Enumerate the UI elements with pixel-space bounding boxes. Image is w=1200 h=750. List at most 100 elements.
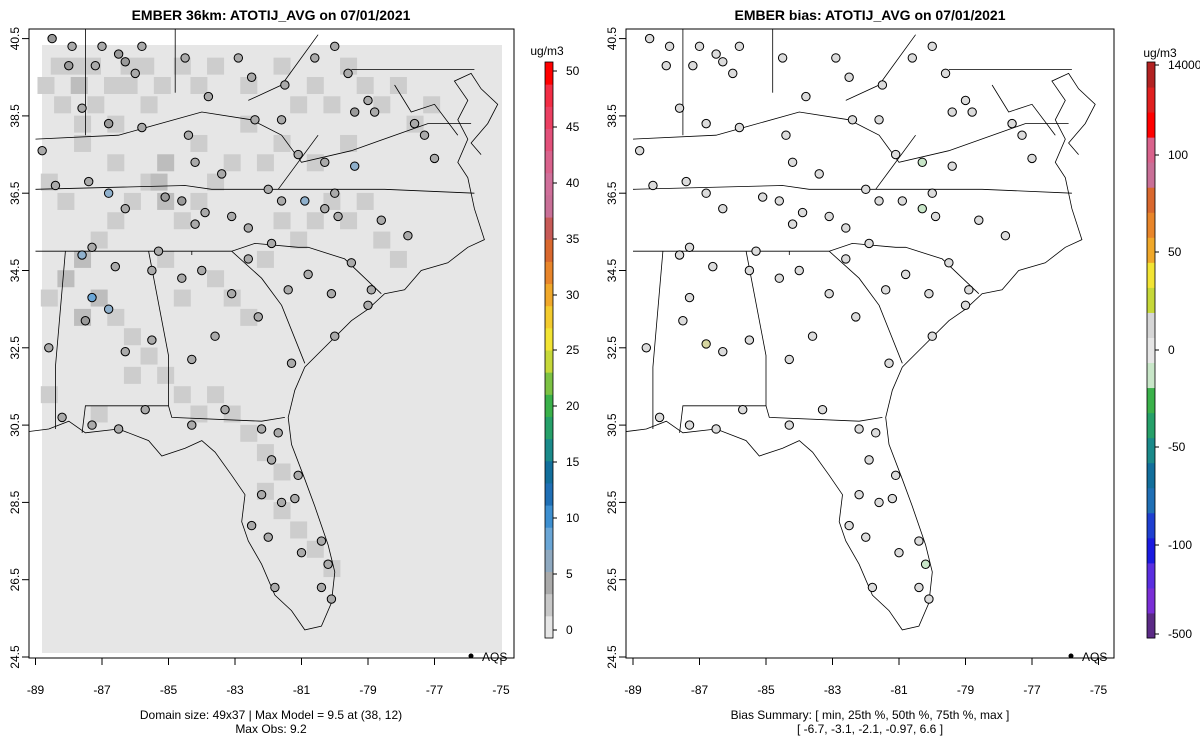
lon-tick-label: -87 (691, 683, 709, 697)
grid-cell (74, 134, 92, 152)
colorbar-label: 14000 (1168, 58, 1200, 72)
obs-site (350, 161, 360, 171)
grid-cell (273, 502, 291, 520)
colorbar-segment (545, 327, 553, 351)
bias-site (897, 196, 908, 206)
bias-site (844, 520, 854, 531)
colorbar-segment (1147, 437, 1155, 464)
grid-cell (107, 154, 125, 172)
obs-site (293, 149, 303, 160)
colorbar-segment (1147, 87, 1155, 113)
grid-cell (290, 231, 308, 249)
bias-site (757, 192, 768, 202)
state-boundaries (29, 29, 499, 631)
grid-cell (67, 57, 85, 75)
grid-cell (223, 154, 241, 172)
obs-site (197, 265, 207, 276)
obs-site (363, 95, 373, 106)
obs-site (113, 49, 124, 59)
obs-site (343, 68, 353, 79)
bias-site (794, 265, 804, 276)
obs-site (310, 53, 320, 63)
lon-tick-label: -79 (957, 683, 975, 697)
obs-site (409, 118, 420, 129)
lat-axis: 40.5 38.5 36.5 34.5 32.5 30.5 28.5 26.5 24.5 (605, 27, 626, 669)
obs-sites (37, 33, 440, 604)
colorbar-segment (545, 62, 553, 85)
bias-site (900, 269, 911, 280)
obs-site (326, 594, 337, 604)
obs-site (140, 404, 150, 415)
colorbar-segment (545, 372, 553, 395)
colorbar-segment (1147, 612, 1155, 639)
obs-site (177, 196, 187, 206)
grid-cell (173, 289, 191, 307)
obs-site (276, 196, 287, 206)
bias-site (967, 107, 977, 117)
colorbar-segment (1147, 462, 1155, 489)
obs-site (147, 265, 157, 276)
obs-site (110, 261, 121, 272)
obs-site (226, 288, 237, 299)
colorbar-segment (545, 460, 553, 484)
obs-site (316, 582, 327, 593)
bias-site (847, 115, 858, 125)
grid-cell (190, 134, 208, 152)
lat-tick-label: 38.5 (8, 104, 22, 128)
grid-cell (240, 308, 258, 326)
colorbar-label: 45 (566, 120, 580, 134)
bias-site (634, 145, 645, 156)
lon-tick-label: -79 (359, 683, 377, 697)
obs-site (90, 60, 101, 71)
bias-site (824, 288, 834, 299)
bias-site (927, 331, 937, 341)
bias-site (744, 335, 755, 345)
bias-site (701, 118, 711, 129)
obs-site (266, 238, 277, 249)
grid-cell (389, 76, 407, 94)
obs-site (250, 115, 260, 125)
bias-site (940, 68, 951, 79)
state-border (652, 251, 664, 429)
obs-site (290, 493, 300, 504)
lon-tick-label: -75 (492, 683, 510, 697)
grid-cell (323, 96, 341, 114)
lon-axis: -89 -87 -85 -83 -81 -79 -77 -75 (27, 658, 510, 697)
bias-site (674, 103, 685, 113)
lon-tick-label: -87 (93, 683, 111, 697)
lat-tick-label: 40.5 (8, 27, 22, 51)
grid-cell (423, 96, 441, 114)
obs-site (147, 335, 157, 345)
obs-site (113, 424, 124, 434)
colorbar-segment (545, 350, 553, 373)
obs-site (320, 203, 330, 214)
bias-site (688, 60, 698, 71)
obs-site (67, 41, 77, 52)
lat-tick-label: 26.5 (8, 568, 22, 592)
obs-site (246, 72, 257, 82)
grid-cell (190, 405, 208, 423)
state-border (875, 134, 916, 190)
obs-site (77, 103, 87, 113)
bias-site (781, 130, 791, 140)
colorbar-segment (1147, 337, 1155, 364)
colorbar-label: 25 (566, 343, 580, 357)
lon-tick-label: -77 (426, 683, 444, 697)
bias-site (881, 285, 891, 295)
grid-cell (123, 366, 141, 384)
grid-cell (40, 289, 58, 307)
bias-site (890, 149, 901, 160)
state-border (55, 251, 66, 429)
bias-site (787, 219, 798, 229)
bias-site (777, 53, 788, 63)
obs-site (180, 53, 190, 63)
legend-label: AQS (1082, 650, 1107, 664)
obs-site (276, 115, 287, 125)
grid-cell (120, 76, 138, 94)
grid-cell (256, 154, 274, 172)
colorbar-segment (1147, 187, 1155, 213)
bias-site (831, 53, 841, 63)
colorbar-segment (1147, 362, 1155, 389)
grid-cell (150, 173, 168, 191)
